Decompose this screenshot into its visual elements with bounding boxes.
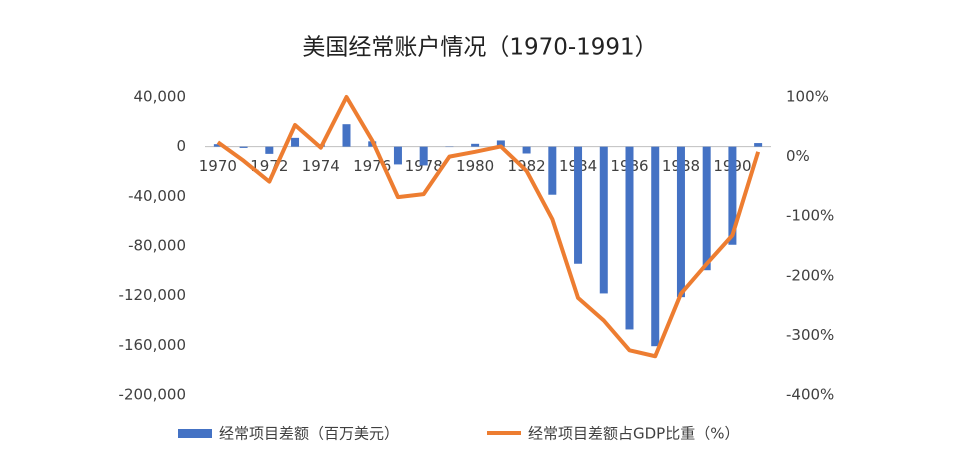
bar (702, 146, 711, 271)
bar (625, 146, 634, 330)
bar (419, 146, 428, 166)
y-tick-label: 40,000 (134, 88, 187, 106)
y2-tick-label: 100% (786, 88, 829, 106)
bar (239, 146, 248, 148)
y-tick-label: -160,000 (119, 336, 186, 354)
y2-tick-label: -100% (786, 207, 834, 225)
bar (676, 146, 685, 298)
y2-tick-label: -300% (786, 326, 834, 344)
bar (754, 143, 763, 147)
bar (574, 146, 583, 264)
y2-tick-label: 0% (786, 147, 810, 165)
x-tick-label: 1970 (199, 157, 237, 175)
bar (393, 146, 402, 165)
legend-swatch (178, 429, 212, 438)
bar (728, 146, 737, 245)
y-tick-label: 0 (176, 137, 186, 155)
line (216, 95, 761, 359)
bar (599, 146, 608, 294)
y-tick-label: -40,000 (128, 187, 186, 205)
legend-label: 经常项目差额（百万美元） (219, 425, 399, 443)
bar (651, 146, 660, 347)
bar (471, 143, 480, 147)
y-tick-label: -120,000 (119, 286, 186, 304)
y2-tick-label: -400% (786, 386, 834, 404)
y-tick-label: -80,000 (128, 237, 186, 255)
bar (265, 146, 274, 154)
bar (496, 140, 505, 147)
bar (548, 146, 557, 195)
bar (522, 146, 531, 154)
bar (291, 137, 300, 147)
y2-tick-label: -200% (786, 266, 834, 284)
x-tick-label: 1974 (302, 157, 340, 175)
x-tick-label: 1980 (456, 157, 494, 175)
bar (213, 144, 222, 147)
chart-title: 美国经常账户情况（1970-1991） (302, 35, 657, 61)
y-tick-label: -200,000 (119, 386, 186, 404)
bar (342, 124, 351, 147)
legend-label: 经常项目差额占GDP比重（%） (528, 425, 739, 443)
x-tick-label: 1978 (405, 157, 443, 175)
